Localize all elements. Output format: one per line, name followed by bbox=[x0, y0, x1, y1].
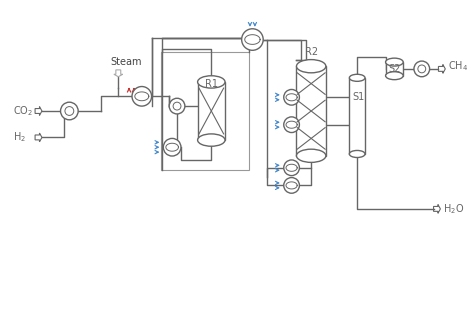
Ellipse shape bbox=[349, 151, 365, 158]
Bar bbox=[349, 78, 365, 154]
Text: S2: S2 bbox=[388, 64, 401, 74]
Text: R1: R1 bbox=[205, 78, 218, 89]
Bar bbox=[161, 52, 249, 170]
Circle shape bbox=[284, 89, 300, 105]
Ellipse shape bbox=[385, 72, 403, 80]
Ellipse shape bbox=[385, 58, 403, 66]
Circle shape bbox=[132, 87, 152, 106]
Circle shape bbox=[169, 98, 185, 114]
Text: CO$_2$: CO$_2$ bbox=[13, 104, 33, 118]
Circle shape bbox=[284, 117, 300, 133]
Text: CH$_4$: CH$_4$ bbox=[448, 59, 468, 73]
Circle shape bbox=[164, 138, 181, 156]
Text: R2: R2 bbox=[305, 47, 318, 57]
Ellipse shape bbox=[198, 134, 225, 146]
Ellipse shape bbox=[198, 76, 225, 88]
Bar bbox=[385, 62, 403, 76]
Bar bbox=[296, 66, 326, 156]
Text: H$_2$O: H$_2$O bbox=[443, 202, 465, 216]
Ellipse shape bbox=[296, 149, 326, 163]
Text: S1: S1 bbox=[352, 92, 365, 102]
Text: H$_2$: H$_2$ bbox=[13, 130, 26, 144]
Ellipse shape bbox=[296, 60, 326, 73]
Circle shape bbox=[284, 160, 300, 175]
Circle shape bbox=[61, 102, 78, 120]
Ellipse shape bbox=[349, 74, 365, 81]
Bar bbox=[198, 82, 225, 140]
Circle shape bbox=[414, 61, 429, 77]
Circle shape bbox=[242, 29, 263, 50]
Circle shape bbox=[284, 178, 300, 193]
Text: Steam: Steam bbox=[110, 57, 142, 67]
